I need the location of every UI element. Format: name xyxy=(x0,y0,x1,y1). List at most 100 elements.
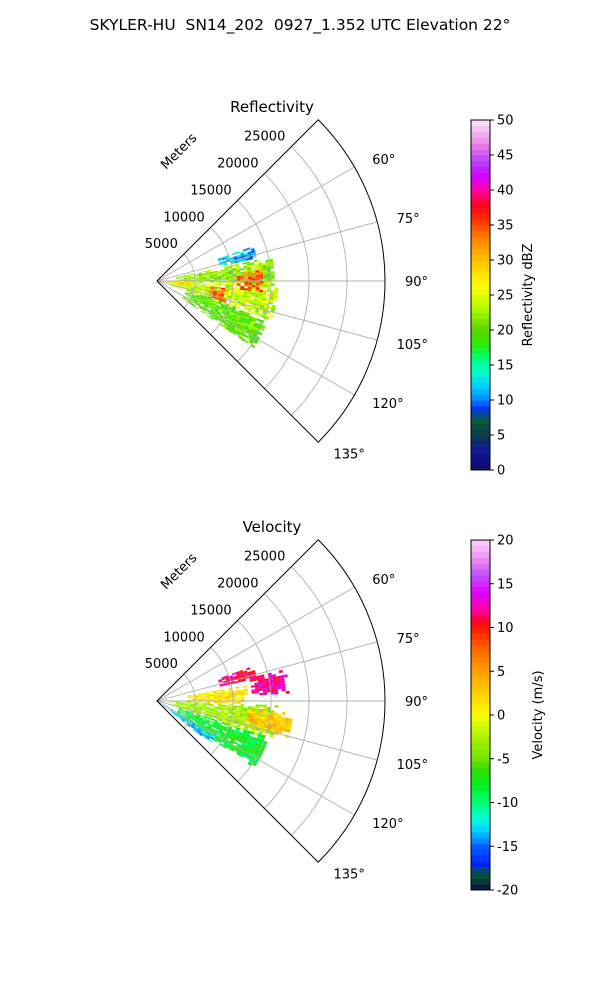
echo-cell xyxy=(228,314,233,319)
echo-cell xyxy=(182,297,186,300)
echo-cell xyxy=(247,286,252,289)
echo-cell xyxy=(213,282,218,285)
echo-cell xyxy=(253,324,258,328)
echo-cell xyxy=(202,699,207,701)
echo-cell xyxy=(232,709,237,713)
echo-cell xyxy=(238,748,243,753)
echo-cell xyxy=(243,754,249,759)
echo-cell xyxy=(239,292,244,295)
echo-cell xyxy=(236,696,241,699)
echo-cell xyxy=(194,274,199,276)
echo-cell xyxy=(210,699,214,701)
echo-cell xyxy=(221,311,226,315)
echo-cell xyxy=(262,683,267,687)
colorbar-segment xyxy=(471,831,490,838)
echo-cell xyxy=(183,277,188,279)
echo-cell xyxy=(182,286,187,288)
echo-cell xyxy=(191,303,196,307)
echo-cell xyxy=(195,717,200,720)
echo-cell xyxy=(274,689,279,692)
echo-cell xyxy=(194,702,199,704)
echo-cell xyxy=(194,694,199,696)
echo-cell xyxy=(202,705,207,707)
echo-cell xyxy=(251,748,256,753)
echo-cell xyxy=(179,714,184,718)
panel-title: Reflectivity xyxy=(230,98,314,116)
echo-cell xyxy=(276,675,281,680)
echo-cell xyxy=(205,729,210,733)
echo-cell xyxy=(181,710,186,713)
echo-cell xyxy=(184,721,188,724)
echo-cell xyxy=(209,723,214,726)
echo-cell xyxy=(207,717,212,720)
echo-cell xyxy=(234,731,239,735)
echo-cell xyxy=(217,738,223,742)
echo-cell xyxy=(198,299,203,303)
echo-cell xyxy=(181,711,186,714)
echo-cell xyxy=(190,297,195,301)
echo-cell xyxy=(248,744,254,749)
echo-cell xyxy=(280,680,285,684)
colorbar-segment xyxy=(471,575,490,582)
echo-cell xyxy=(185,289,190,292)
echo-cell xyxy=(210,309,215,313)
echo-cell xyxy=(175,286,179,288)
echo-cell xyxy=(179,278,184,280)
colorbar-segment xyxy=(471,359,490,366)
echo-cell xyxy=(263,305,269,309)
echo-cell xyxy=(210,697,214,699)
echo-cell xyxy=(214,719,219,723)
echo-cell xyxy=(228,322,233,327)
echo-cell xyxy=(175,281,180,283)
echo-cell xyxy=(221,722,226,725)
echo-cell xyxy=(187,697,192,699)
echo-cell xyxy=(266,687,271,691)
echo-cell xyxy=(205,721,210,725)
echo-cell xyxy=(206,275,211,277)
echo-cell xyxy=(267,725,273,729)
echo-cell xyxy=(187,696,191,698)
colorbar-segment xyxy=(471,429,490,436)
echo-cell xyxy=(258,712,263,715)
echo-cell xyxy=(217,701,222,704)
echo-cell xyxy=(230,681,235,685)
echo-cell xyxy=(255,287,260,290)
echo-cell xyxy=(209,285,214,287)
echo-cell xyxy=(222,299,227,302)
echo-cell xyxy=(198,706,203,709)
echo-cell xyxy=(185,710,190,713)
echo-cell xyxy=(269,715,274,719)
echo-cell xyxy=(232,286,237,289)
echo-cell xyxy=(255,268,260,271)
echo-cell xyxy=(236,272,241,275)
echo-cell xyxy=(202,278,207,281)
echo-cell xyxy=(179,705,184,707)
echo-cell xyxy=(216,726,221,729)
range-axis-label: Meters xyxy=(158,551,200,593)
echo-cell xyxy=(228,742,233,747)
echo-cell xyxy=(216,289,221,292)
echo-cell xyxy=(201,301,206,304)
echo-cell xyxy=(238,716,243,719)
echo-cell xyxy=(221,303,226,307)
echo-cell xyxy=(256,745,262,750)
echo-cell xyxy=(194,286,199,288)
echo-cell xyxy=(194,288,198,291)
echo-cell xyxy=(225,698,230,701)
echo-cell xyxy=(216,689,221,692)
echo-cell xyxy=(243,293,248,296)
echo-cell xyxy=(272,721,277,725)
echo-cell xyxy=(236,254,241,258)
colorbar-segment xyxy=(471,703,490,710)
echo-cell xyxy=(238,296,243,299)
echo-cell xyxy=(192,722,197,726)
echo-cell xyxy=(198,298,203,302)
echo-cell xyxy=(195,730,200,735)
echo-cell xyxy=(229,720,235,724)
echo-cell xyxy=(213,698,218,700)
echo-cell xyxy=(213,285,218,287)
range-tick-label: 5000 xyxy=(145,237,178,252)
colorbar-segment xyxy=(471,785,490,792)
colorbar-segment xyxy=(471,732,490,739)
